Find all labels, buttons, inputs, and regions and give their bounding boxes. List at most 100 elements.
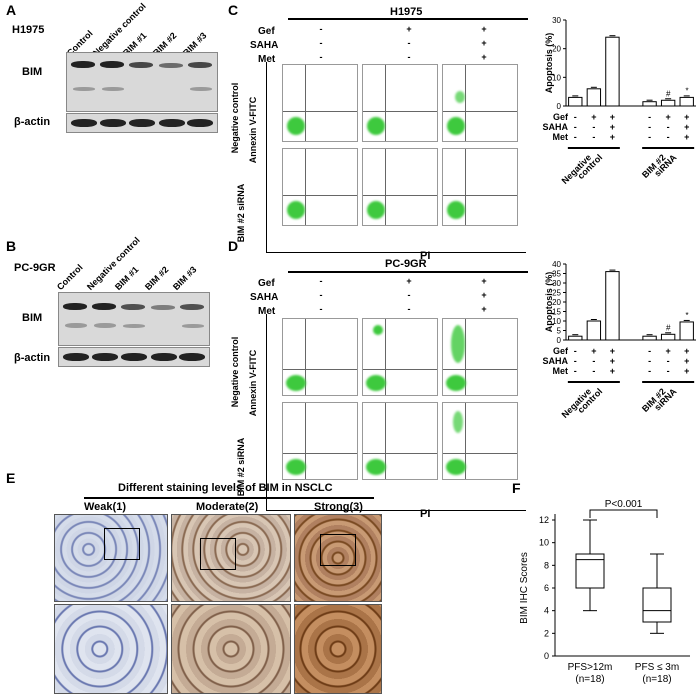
lane-label: BIM #3	[170, 264, 199, 292]
treat-sign: -	[319, 38, 323, 48]
bim-blot	[66, 52, 218, 112]
treat-sign: -	[319, 52, 323, 62]
treat-sign: +	[481, 304, 487, 314]
bar	[586, 88, 602, 107]
treat-sign: +	[610, 366, 615, 376]
category-label: PFS>12m	[568, 662, 613, 673]
treat-sign: +	[684, 356, 689, 366]
treat-sign: +	[610, 356, 615, 366]
flow-plot	[362, 64, 438, 142]
treat-sign: +	[684, 346, 689, 356]
treat-sign: +	[610, 132, 615, 142]
category-label: (n=18)	[575, 674, 604, 685]
bar	[568, 96, 583, 107]
treat-sign: -	[667, 356, 670, 366]
y-tick-label: 40	[552, 260, 561, 269]
treat-sign: -	[407, 290, 411, 300]
treat-sign: +	[481, 290, 487, 300]
treat-sign: -	[574, 122, 577, 132]
panel-d-cell-line: PC-9GR	[385, 258, 427, 270]
y-tick-label: 0	[544, 651, 549, 661]
treat-sign: +	[684, 366, 689, 376]
y-tick-label: 15	[552, 308, 561, 317]
blot-row-label: BIM	[22, 312, 43, 324]
flow-plot	[362, 148, 438, 226]
treat-sign: -	[407, 38, 411, 48]
treat-sign: +	[481, 38, 487, 48]
panel-e-letter: E	[6, 470, 16, 486]
actin-blot	[58, 347, 210, 367]
panel-d-letter: D	[228, 238, 239, 254]
treat-sign: +	[684, 132, 689, 142]
y-tick-label: 12	[539, 515, 549, 525]
treat-sign: -	[592, 122, 595, 132]
treat-sign: +	[684, 122, 689, 132]
ihc-zoom-strong	[294, 604, 382, 694]
p-value: P<0.001	[605, 499, 643, 510]
treat-sign: +	[610, 112, 615, 122]
y-tick-label: 0	[557, 336, 562, 345]
level-label: Strong(3)	[314, 501, 363, 513]
bar	[642, 335, 657, 341]
bar	[660, 99, 676, 107]
ihc-image-moderate	[171, 514, 291, 602]
treat-sign: -	[407, 52, 411, 62]
treat-sign: +	[666, 112, 671, 122]
treat-sign: +	[684, 112, 689, 122]
significance-mark: *	[685, 86, 689, 95]
treat-sign: -	[648, 112, 651, 122]
bim-blot	[58, 292, 210, 346]
ihc-image-strong	[294, 514, 382, 602]
significance-bracket	[589, 509, 658, 518]
treat-sign: -	[648, 122, 651, 132]
treat-sign: -	[574, 132, 577, 142]
y-tick-label: 2	[544, 628, 549, 638]
treat-sign: -	[667, 122, 670, 132]
bar	[605, 36, 620, 107]
treat-sign: -	[592, 356, 595, 366]
treat-sign: -	[574, 112, 577, 122]
zoom-box	[200, 538, 236, 570]
treat-sign: -	[574, 346, 577, 356]
panel-e-title: Different staining levels of BIM in NSCL…	[118, 482, 333, 494]
title-rule	[84, 497, 374, 499]
significance-mark: #	[666, 323, 671, 332]
y-tick-label: 5	[557, 327, 562, 336]
panel-a-letter: A	[6, 2, 17, 18]
treat-label: SAHA	[542, 122, 568, 132]
treat-label: SAHA	[542, 356, 568, 366]
treat-sign: -	[648, 132, 651, 142]
treat-label: Gef	[553, 112, 569, 122]
bar	[642, 101, 657, 107]
treat-sign: -	[319, 290, 323, 300]
treat-label: Gef	[258, 278, 275, 289]
treat-sign: -	[407, 304, 411, 314]
flow-plot	[442, 64, 518, 142]
level-label: Moderate(2)	[196, 501, 259, 513]
y-tick-label: 35	[552, 270, 561, 279]
treat-sign: -	[319, 276, 323, 286]
treat-sign: +	[591, 346, 596, 356]
box	[642, 587, 672, 623]
bar	[605, 271, 620, 341]
blot-row-label: BIM	[22, 66, 43, 78]
panel-f-letter: F	[512, 480, 521, 496]
treat-sign: -	[648, 366, 651, 376]
treat-sign: -	[574, 356, 577, 366]
treat-sign: -	[574, 366, 577, 376]
blot-row-label: β-actin	[14, 116, 51, 128]
panel-c-cell-line: H1975	[390, 6, 423, 18]
header-rule	[288, 271, 528, 273]
bar	[568, 335, 583, 341]
treat-sign: -	[648, 346, 651, 356]
significance-mark: *	[685, 311, 689, 320]
flow-plot	[362, 402, 438, 480]
treat-sign: +	[591, 112, 596, 122]
axis-line	[266, 62, 267, 252]
treat-sign: -	[648, 356, 651, 366]
y-axis-label: Apoptosis (%)	[544, 272, 554, 333]
treat-label: Met	[553, 366, 569, 376]
flow-plot	[282, 148, 358, 226]
y-tick-label: 10	[552, 317, 561, 326]
axis-line	[266, 252, 526, 253]
